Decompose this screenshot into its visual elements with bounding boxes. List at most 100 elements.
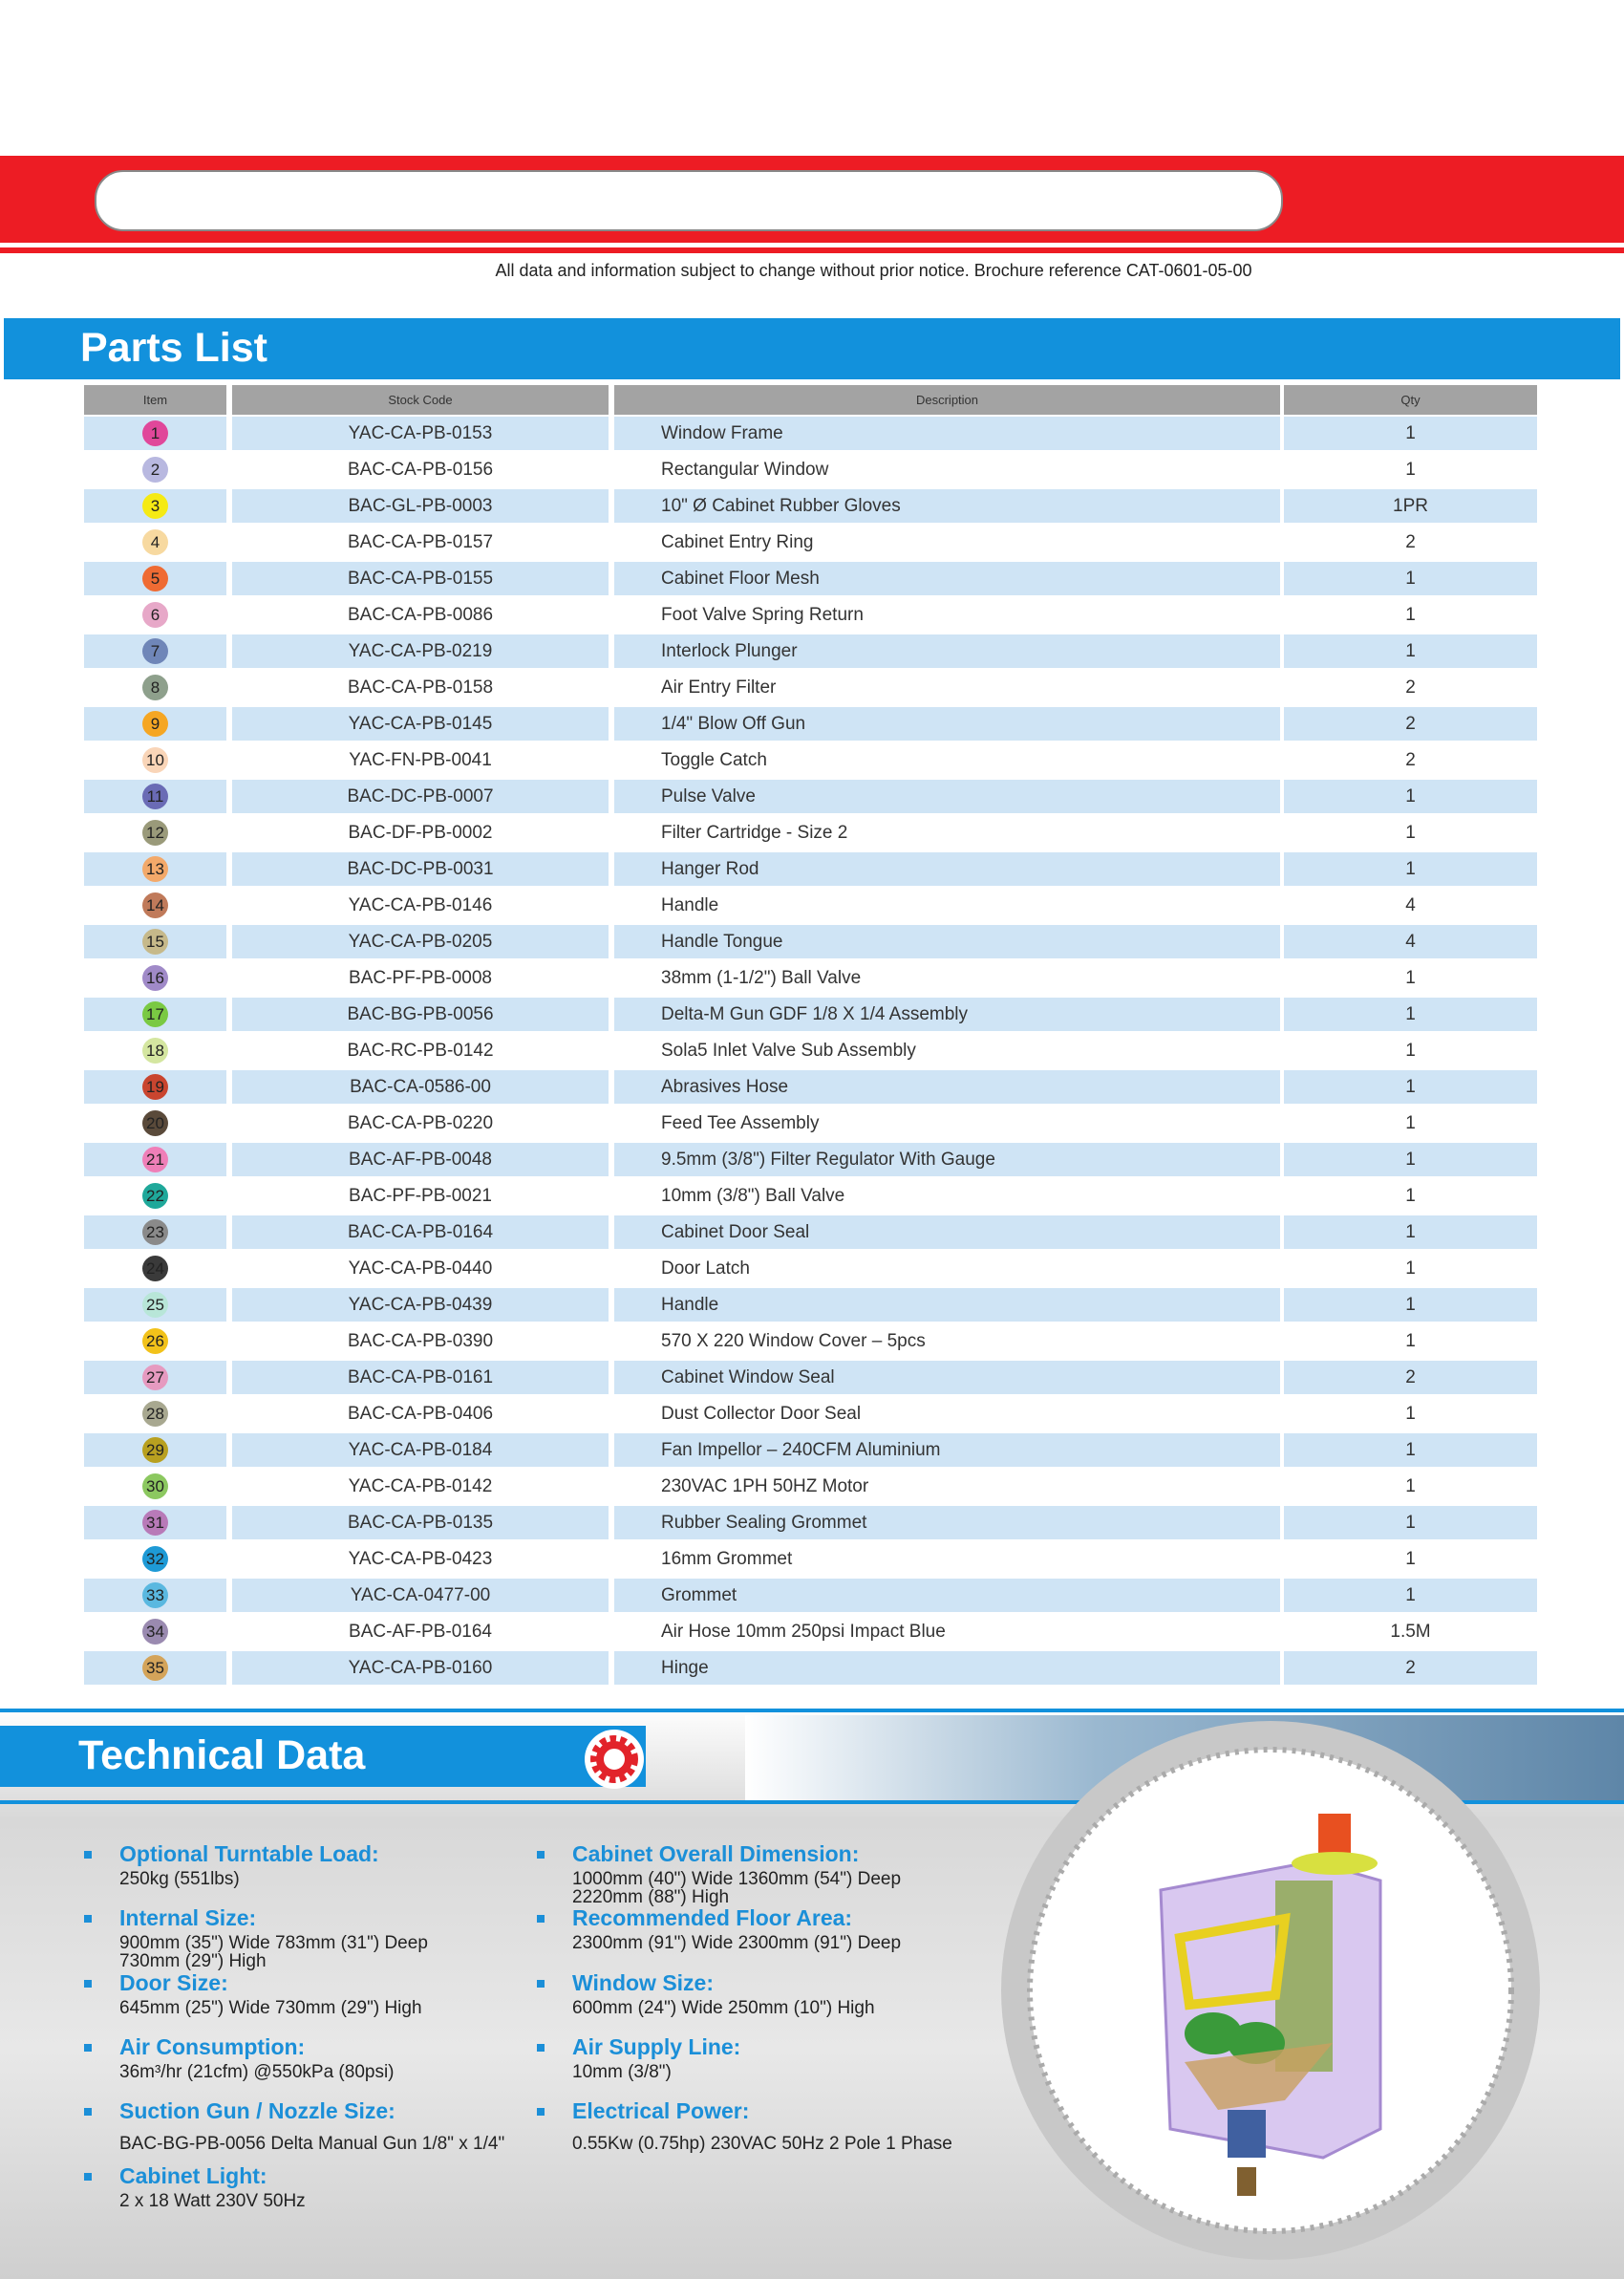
table-cell: BAC-CA-PB-0161 [232, 1361, 609, 1394]
table-cell: BAC-PF-PB-0008 [232, 961, 609, 995]
table-cell: YAC-CA-PB-0184 [232, 1433, 609, 1467]
table-cell: 29 [84, 1433, 226, 1467]
table-cell: Cabinet Window Seal [614, 1361, 1280, 1394]
table-cell: Door Latch [614, 1252, 1280, 1285]
table-cell: Pulse Valve [614, 780, 1280, 813]
table-cell: Cabinet Floor Mesh [614, 562, 1280, 595]
bullet [537, 1915, 545, 1923]
spec-value: 600mm (24") Wide 250mm (10") High [572, 1998, 875, 2018]
table-cell: 1 [1284, 598, 1537, 632]
bullet [84, 1980, 92, 1988]
table-cell: 10mm (3/8") Ball Valve [614, 1179, 1280, 1213]
table-cell: BAC-CA-PB-0086 [232, 598, 609, 632]
item-badge: 34 [142, 1619, 168, 1645]
table-cell: YAC-CA-PB-0219 [232, 634, 609, 668]
item-badge: 1 [142, 420, 168, 446]
table-cell: BAC-CA-PB-0135 [232, 1506, 609, 1539]
item-badge: 21 [142, 1147, 168, 1172]
table-cell: 28 [84, 1397, 226, 1430]
item-badge: 5 [142, 566, 168, 591]
table-cell: 230VAC 1PH 50HZ Motor [614, 1470, 1280, 1503]
table-cell: Cabinet Entry Ring [614, 526, 1280, 559]
spec-label: Internal Size: [119, 1905, 257, 1930]
table-cell: YAC-CA-PB-0423 [232, 1542, 609, 1576]
table-cell: 18 [84, 1034, 226, 1067]
table-cell: 30 [84, 1470, 226, 1503]
table-cell: 1 [1284, 1215, 1537, 1249]
table-cell: YAC-CA-PB-0153 [232, 417, 609, 450]
table-cell: 23 [84, 1215, 226, 1249]
table-cell: Foot Valve Spring Return [614, 598, 1280, 632]
table-cell: 1/4" Blow Off Gun [614, 707, 1280, 741]
table-cell: BAC-AF-PB-0164 [232, 1615, 609, 1648]
table-cell: 6 [84, 598, 226, 632]
spec-label: Electrical Power: [572, 2098, 750, 2123]
notice: All data and information subject to chan… [495, 261, 1252, 280]
item-badge: 25 [142, 1292, 168, 1318]
table-cell: YAC-CA-PB-0145 [232, 707, 609, 741]
table-cell: 1 [1284, 562, 1537, 595]
table-cell: 1 [1284, 1433, 1537, 1467]
section-title: Parts List [80, 325, 267, 371]
table-cell: 1 [1284, 816, 1537, 849]
table-cell: 25 [84, 1288, 226, 1322]
table-cell: BAC-CA-PB-0156 [232, 453, 609, 486]
table-cell: 31 [84, 1506, 226, 1539]
table-cell: 1 [1284, 961, 1537, 995]
spec-value: 2220mm (88") High [572, 1887, 730, 1907]
table-cell: YAC-CA-PB-0146 [232, 889, 609, 922]
item-badge: 2 [142, 457, 168, 483]
product-image [1001, 1721, 1540, 2260]
table-cell: Fan Impellor – 240CFM Aluminium [614, 1433, 1280, 1467]
table-cell: 13 [84, 852, 226, 886]
table-cell: 1 [1284, 780, 1537, 813]
table-cell: 1 [1284, 1179, 1537, 1213]
bullet [84, 2044, 92, 2052]
item-badge: 13 [142, 856, 168, 882]
column-header: Qty [1284, 385, 1537, 415]
table-cell: Rubber Sealing Grommet [614, 1506, 1280, 1539]
table-cell: BAC-CA-PB-0157 [232, 526, 609, 559]
table-cell: BAC-CA-0586-00 [232, 1070, 609, 1104]
spec-value: 0.55Kw (0.75hp) 230VAC 50Hz 2 Pole 1 Pha… [572, 2134, 952, 2154]
table-cell: 1.5M [1284, 1615, 1537, 1648]
table-cell: 1PR [1284, 489, 1537, 523]
table-cell: Toggle Catch [614, 743, 1280, 777]
table-cell: Rectangular Window [614, 453, 1280, 486]
item-badge: 10 [142, 747, 168, 773]
item-badge: 9 [142, 711, 168, 737]
table-cell: 10" Ø Cabinet Rubber Gloves [614, 489, 1280, 523]
spec-value: 645mm (25") Wide 730mm (29") High [119, 1998, 422, 2018]
table-cell: 1 [1284, 453, 1537, 486]
table-cell: BAC-CA-PB-0164 [232, 1215, 609, 1249]
bullet [84, 1851, 92, 1859]
table-cell: BAC-BG-PB-0056 [232, 998, 609, 1031]
table-cell: 38mm (1-1/2") Ball Valve [614, 961, 1280, 995]
tech-title: Technical Data [78, 1732, 366, 1778]
table-cell: YAC-CA-PB-0440 [232, 1252, 609, 1285]
tech-line [0, 1709, 1624, 1712]
table-cell: 35 [84, 1651, 226, 1685]
spec-value: 2300mm (91") Wide 2300mm (91") Deep [572, 1933, 902, 1953]
table-cell: Delta-M Gun GDF 1/8 X 1/4 Assembly [614, 998, 1280, 1031]
table-cell: 32 [84, 1542, 226, 1576]
bullet [84, 1915, 92, 1923]
table-cell: 20 [84, 1107, 226, 1140]
table-cell: BAC-CA-PB-0390 [232, 1324, 609, 1358]
table-cell: 1 [84, 417, 226, 450]
item-badge: 30 [142, 1473, 168, 1499]
table-cell: 1 [1284, 852, 1537, 886]
table-cell: 27 [84, 1361, 226, 1394]
item-badge: 28 [142, 1401, 168, 1427]
item-badge: 15 [142, 929, 168, 955]
table-cell: BAC-DC-PB-0031 [232, 852, 609, 886]
table-cell: 15 [84, 925, 226, 958]
item-badge: 6 [142, 602, 168, 628]
item-badge: 16 [142, 965, 168, 991]
item-badge: 11 [142, 784, 168, 809]
table-cell: 4 [84, 526, 226, 559]
table-cell: 2 [1284, 1651, 1537, 1685]
item-badge: 3 [142, 493, 168, 519]
table-cell: 1 [1284, 417, 1537, 450]
